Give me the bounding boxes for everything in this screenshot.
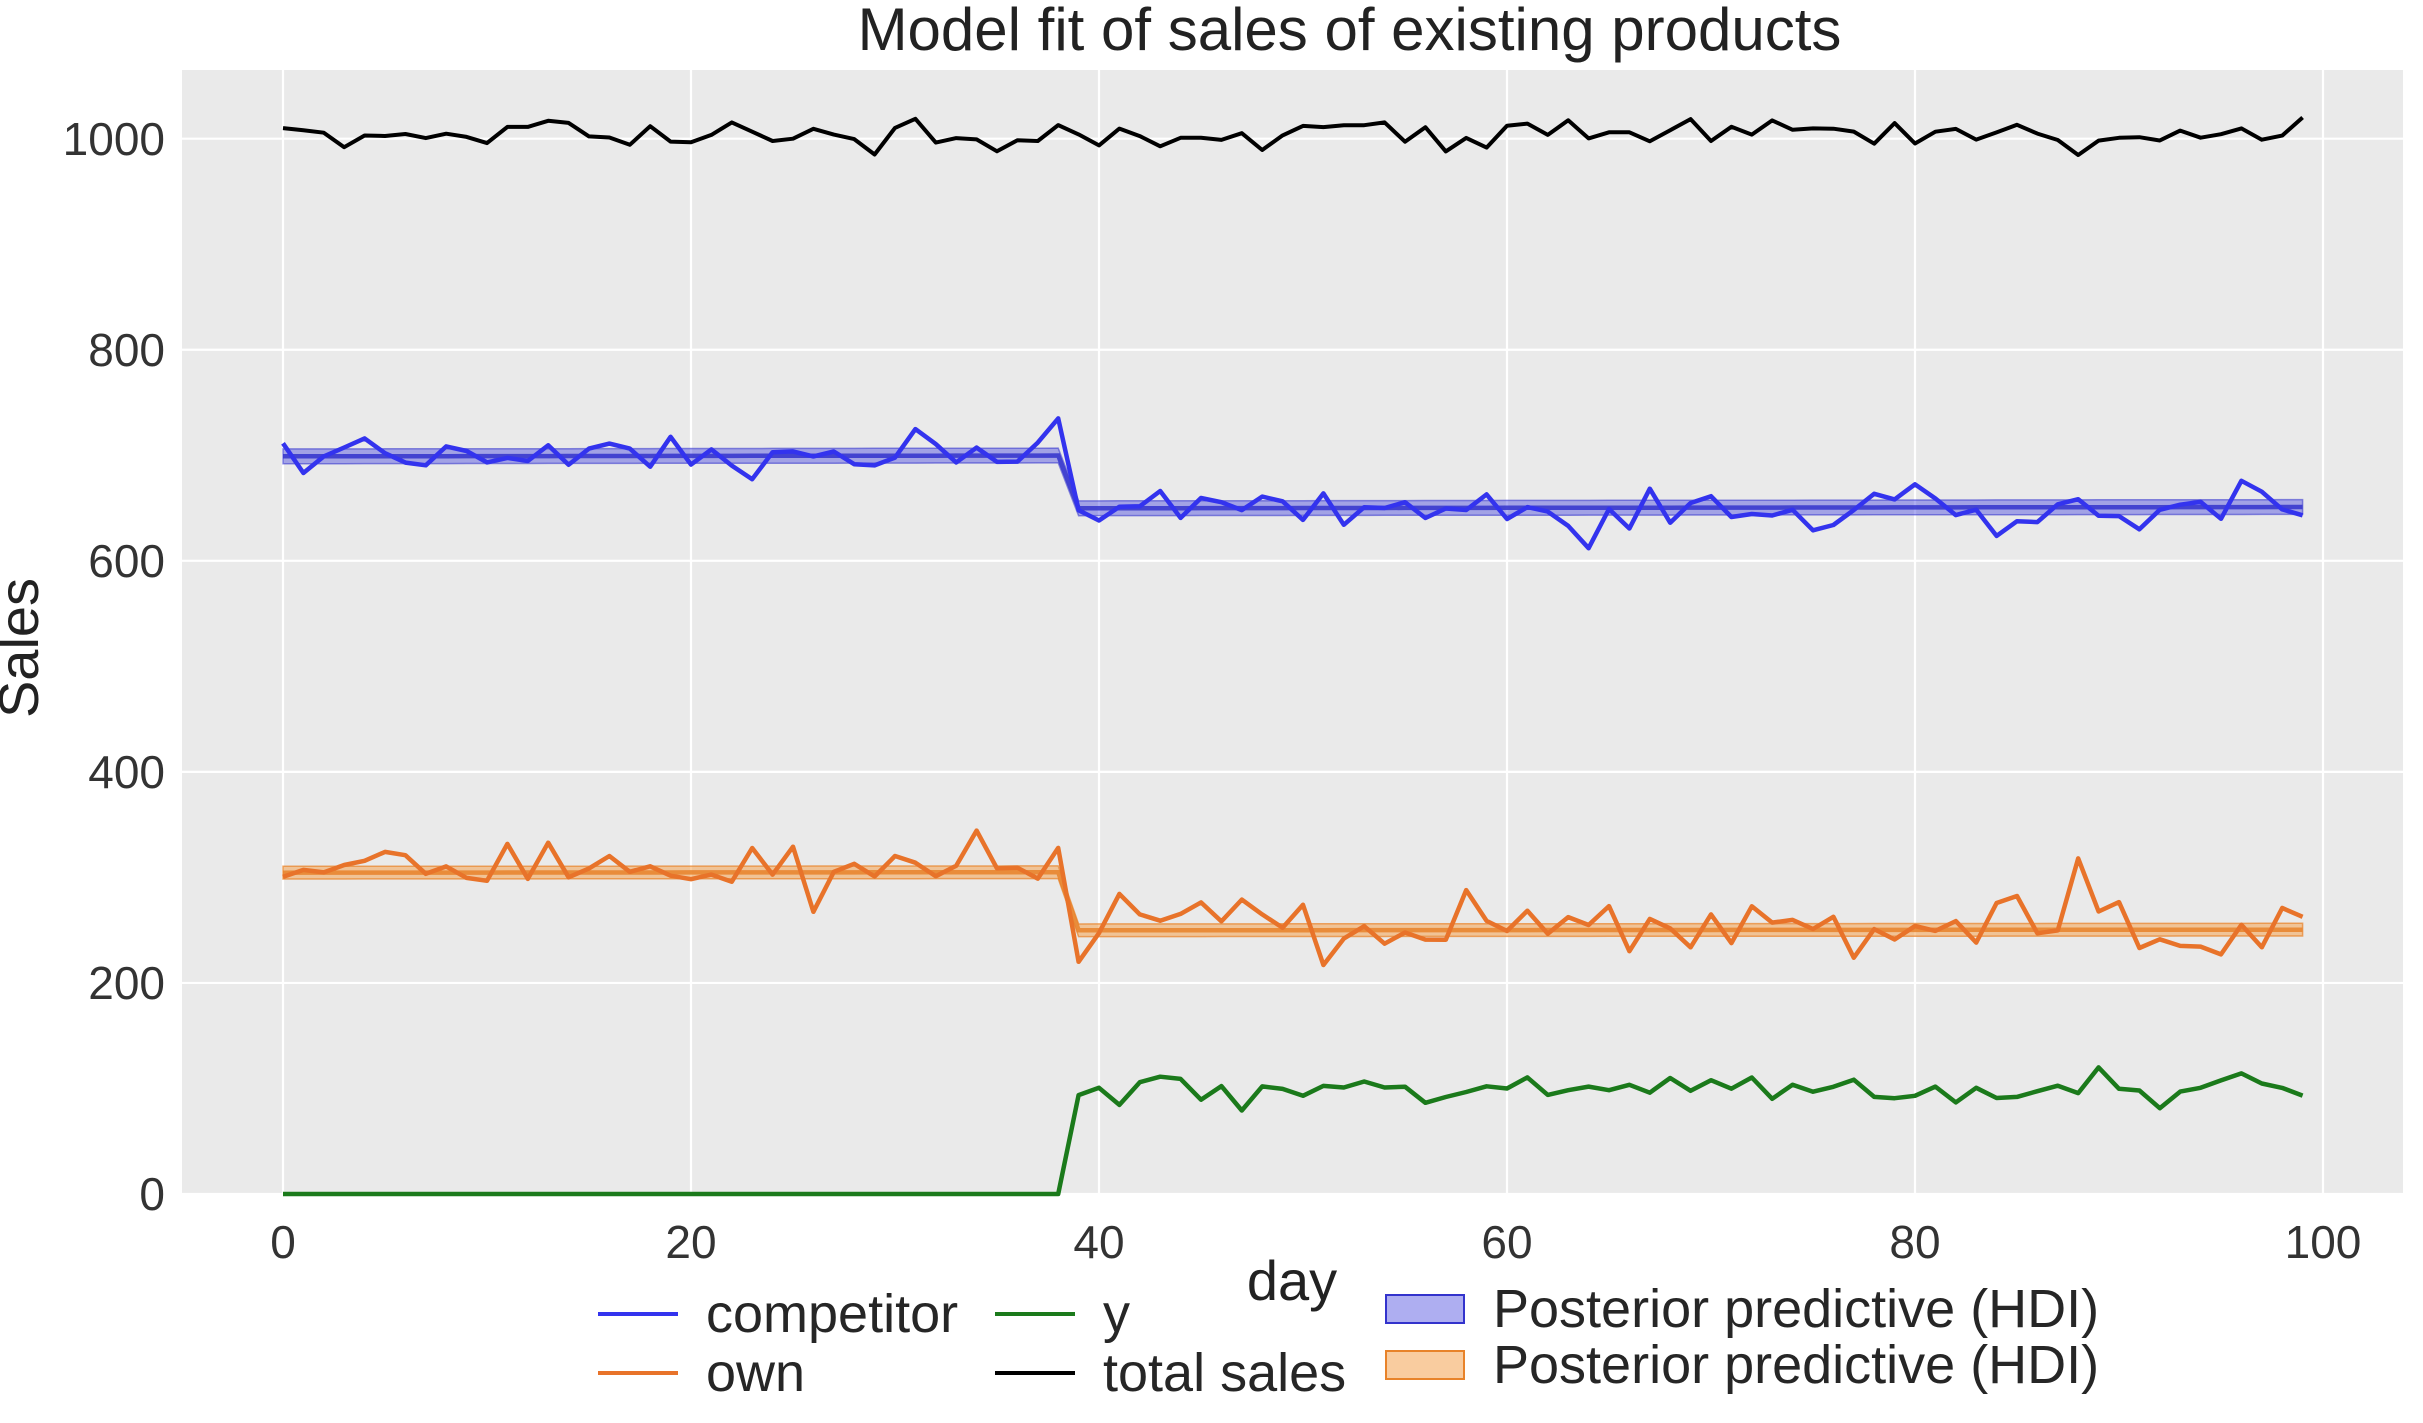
svg-text:60: 60 <box>1481 1216 1532 1268</box>
svg-text:day: day <box>1247 1249 1337 1312</box>
svg-text:800: 800 <box>88 324 165 376</box>
svg-text:80: 80 <box>1889 1216 1940 1268</box>
svg-text:200: 200 <box>88 957 165 1009</box>
svg-text:Sales: Sales <box>0 578 50 718</box>
svg-text:400: 400 <box>88 746 165 798</box>
svg-text:0: 0 <box>139 1168 165 1220</box>
svg-text:100: 100 <box>2285 1216 2362 1268</box>
svg-text:20: 20 <box>665 1216 716 1268</box>
svg-text:1000: 1000 <box>63 113 165 165</box>
svg-text:40: 40 <box>1073 1216 1124 1268</box>
svg-text:0: 0 <box>270 1216 296 1268</box>
svg-text:600: 600 <box>88 535 165 587</box>
